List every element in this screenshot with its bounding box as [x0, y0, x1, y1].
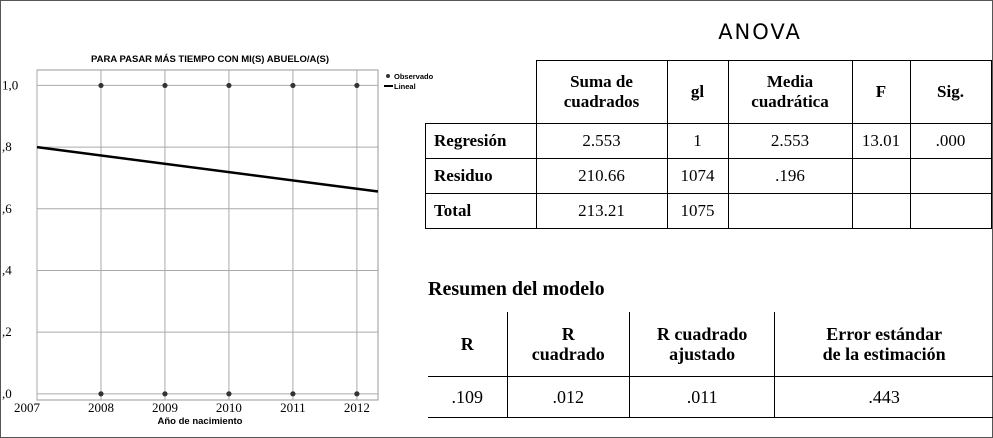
header-cell: F: [851, 60, 911, 124]
cell: .443: [774, 376, 993, 418]
empty-cell: [727, 193, 853, 229]
cell: 2.553: [535, 123, 668, 159]
y-tick-label: ,6: [2, 201, 12, 216]
x-tick-label: 2012: [344, 400, 370, 415]
header-cell: R cuadrado: [506, 312, 630, 377]
y-tick-label: ,2: [2, 324, 12, 339]
header-cell: gl: [666, 60, 729, 124]
cell: 1075: [666, 193, 729, 229]
cell: 1074: [666, 158, 729, 194]
point: [290, 82, 296, 89]
row-header: Residuo: [425, 158, 537, 194]
model-summary-title: Resumen del modelo: [428, 278, 605, 300]
x-tick-label: 2008: [88, 400, 114, 415]
point: [290, 391, 296, 397]
line: [36, 145, 379, 193]
point: [98, 82, 104, 89]
header-cell: R: [428, 312, 508, 377]
point: [226, 82, 232, 89]
y-tick-label: ,8: [2, 139, 12, 154]
legend-label: Observado: [394, 72, 434, 81]
cell: .011: [629, 376, 775, 418]
header-cell: Error estándar de la estimación: [774, 312, 993, 377]
x-tick-label: 2010: [216, 400, 242, 415]
legend-label: Lineal: [394, 82, 416, 91]
header-cell: Media cuadrática: [727, 60, 853, 124]
cell: 210.66: [535, 158, 668, 194]
point: [226, 391, 232, 397]
anova-table: Suma de cuadrados gl Media cuadrática F …: [425, 60, 992, 229]
header-cell: Suma de cuadrados: [535, 60, 668, 124]
row-header: Regresión: [425, 123, 537, 159]
point: [98, 391, 104, 397]
point: [162, 82, 168, 89]
legend-marker: [386, 74, 390, 78]
y-tick-label: ,4: [2, 262, 12, 277]
empty-cell: [851, 193, 911, 229]
plot-frame: [36, 69, 379, 401]
cell: .109: [428, 376, 508, 418]
empty-cell: [909, 193, 992, 229]
y-tick-label: ,0: [2, 386, 12, 401]
header-cell: R cuadrado ajustado: [629, 312, 775, 377]
point: [162, 391, 168, 397]
cell: 13.01: [851, 123, 911, 159]
empty-cell: [909, 158, 992, 194]
y-tick-label: 1,0: [2, 77, 18, 92]
cell: 2.553: [727, 123, 853, 159]
x-tick-label: 2009: [152, 400, 178, 415]
x-tick-label: 2011: [280, 400, 306, 415]
empty-cell: [851, 158, 911, 194]
point: [354, 391, 360, 397]
cell: 213.21: [535, 193, 668, 229]
blank-cell: [425, 60, 537, 124]
cell: 1: [666, 123, 729, 159]
header-cell: Sig.: [909, 60, 992, 124]
chart-title: PARA PASAR MÁS TIEMPO CON MI(S) ABUELO/A…: [91, 54, 329, 65]
model-summary-table: R R cuadrado R cuadrado ajustado Error e…: [428, 312, 993, 418]
anova-title: ANOVA: [718, 20, 802, 44]
row-header: Total: [425, 193, 537, 229]
x-tick-label: 2007: [14, 400, 41, 415]
cell: .012: [506, 376, 630, 418]
cell: .000: [909, 123, 992, 159]
x-axis-label: Año de nacimiento: [158, 416, 243, 427]
cell: .196: [727, 158, 853, 194]
point: [354, 82, 360, 89]
